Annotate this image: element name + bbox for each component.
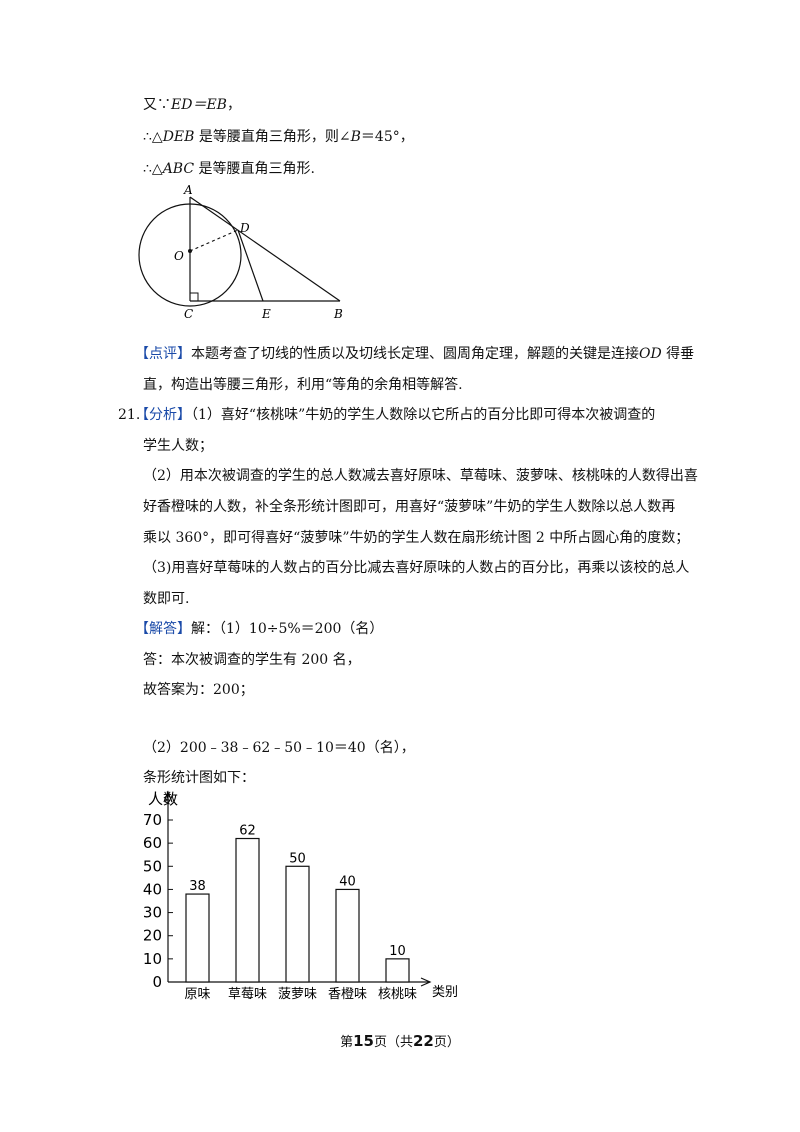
proof-line-3: ∴△ABC 是等腰直角三角形. — [143, 161, 315, 177]
analysis-line-1: 【分析】（1）喜好“核桃味”牛奶的学生人数除以它所占的百分比即可得本次被调查的 — [135, 407, 656, 423]
question-number: 21. — [118, 407, 141, 423]
proof-line-2: ∴△DEB 是等腰直角三角形，则∠B＝45°， — [143, 129, 414, 145]
bar — [335, 888, 360, 983]
part2-line-2: 条形统计图如下： — [143, 770, 255, 786]
y-axis-label: 人数 — [148, 790, 178, 808]
comment-line-2: 直，构造出等腰三角形，利用“等角的余角相等解答. — [143, 377, 463, 393]
y-tick-label: 50 — [143, 857, 162, 875]
y-tick-label: 60 — [143, 834, 162, 852]
x-axis-label: 类别 — [432, 985, 458, 1000]
category-label: 核桃味 — [378, 987, 417, 1002]
category-label: 原味 — [184, 987, 210, 1002]
y-tick-label: 30 — [143, 904, 162, 922]
segment-ab — [189, 196, 341, 302]
bar — [285, 865, 310, 983]
label-a: A — [183, 183, 193, 197]
analysis-line-1b: 学生人数； — [143, 438, 213, 454]
page-footer: 第15页（共22页） — [340, 1032, 460, 1050]
bar — [185, 893, 210, 983]
comment-tag: 【点评】 — [135, 346, 191, 362]
y-tick-label: 70 — [143, 811, 162, 829]
analysis-line-2b: 好香橙味的人数，补全条形统计图即可，用喜好“菠萝味”牛奶的学生人数除以总人数再 — [143, 499, 676, 515]
segment-de — [237, 229, 264, 302]
y-tick-label: 10 — [143, 950, 162, 968]
comment-line-1: 【点评】本题考查了切线的性质以及切线长定理、圆周角定理，解题的关键是连接OD 得… — [135, 346, 695, 362]
geometry-figure: A D O C E B — [138, 183, 343, 321]
y-tick-label: 40 — [143, 880, 162, 898]
label-o: O — [174, 249, 184, 263]
answer-line-3: 故答案为：200； — [143, 682, 254, 698]
bar — [235, 837, 260, 983]
category-label: 香橙味 — [328, 987, 367, 1002]
data-label: 62 — [239, 824, 256, 839]
part2-line-1: （2）200﹣38﹣62﹣50﹣10＝40（名）， — [143, 740, 415, 756]
segment-od-dashed — [189, 229, 239, 252]
analysis-line-2c: 乘以 360°，即可得喜好“菠萝味”牛奶的学生人数在扇形统计图 2 中所占圆心角… — [143, 530, 690, 546]
y-axis-arrow — [163, 790, 173, 803]
analysis-line-2a: （2）用本次被调查的学生的总人数减去喜好原味、草莓味、菠萝味、核桃味的人数得出喜 — [143, 468, 698, 484]
category-label: 草莓味 — [228, 987, 267, 1002]
data-label: 40 — [339, 874, 356, 889]
bar — [385, 958, 410, 983]
answer-line-2: 答：本次被调查的学生有 200 名， — [143, 652, 361, 668]
category-label: 菠萝味 — [278, 987, 317, 1002]
y-tick-label: 20 — [143, 927, 162, 945]
label-b: B — [333, 307, 343, 321]
data-label: 38 — [189, 879, 206, 894]
label-c: C — [184, 307, 193, 321]
answer-tag: 【解答】 — [135, 621, 191, 637]
point-o — [188, 249, 192, 253]
label-e: E — [261, 307, 271, 321]
y-tick-label: 0 — [152, 973, 162, 991]
analysis-tag: 【分析】 — [135, 407, 191, 423]
answer-line-1: 【解答】解：（1）10÷5%＝200（名） — [135, 621, 384, 637]
right-angle-mark — [190, 292, 199, 301]
analysis-line-3b: 数即可. — [143, 591, 190, 607]
analysis-line-3a: （3)用喜好草莓味的人数占的百分比减去喜好原味的人数占的百分比，再乘以该校的总人 — [143, 560, 690, 576]
data-label: 10 — [389, 944, 406, 959]
proof-line-1: 又∵ED＝EB， — [143, 97, 241, 113]
data-label: 50 — [289, 851, 306, 866]
x-axis-arrow — [420, 977, 432, 987]
label-d: D — [239, 221, 250, 235]
